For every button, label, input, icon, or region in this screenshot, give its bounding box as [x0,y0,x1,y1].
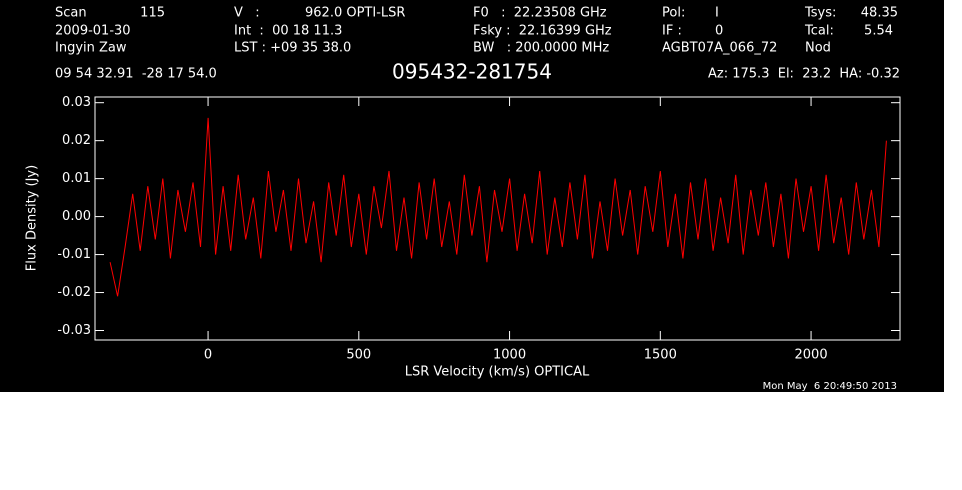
header-text: F0 : 22.23508 GHz [473,6,607,21]
header-text: Fsky : 22.16399 GHz [473,24,612,39]
plot-background [0,0,944,392]
header-text: 48.35 [861,6,898,21]
x-tick-label: 500 [346,348,371,363]
y-tick-label: -0.03 [57,323,91,338]
header-text: Int : 00 18 11.3 [234,24,342,39]
header-text: Ingyin Zaw [55,41,127,56]
header-text: Az: 175.3 El: 23.2 HA: -0.32 [708,67,900,82]
spectrum-line [109,117,887,297]
header-text: Tsys: [804,6,836,21]
x-tick-label: 1000 [493,348,526,363]
header-text: I [715,6,719,21]
x-axis-label: LSR Velocity (km/s) OPTICAL [405,365,590,380]
header-text: Nod [805,41,831,56]
chart-title: 095432-281754 [392,60,552,84]
y-tick-label: 0.02 [62,133,91,148]
header-text: 115 [140,6,165,21]
y-tick-label: 0.01 [62,171,91,186]
y-tick-label: 0.00 [62,209,91,224]
y-tick-label: -0.01 [57,247,91,262]
header-text: LST : +09 35 38.0 [234,41,351,56]
y-tick-label: 0.03 [62,95,91,110]
timestamp: Mon May 6 20:49:50 2013 [763,381,897,392]
header-text: IF : [662,24,682,39]
header-text: 09 54 32.91 -28 17 54.0 [55,67,217,82]
header-text: Pol: [662,6,685,21]
header-text: V : [234,6,260,21]
y-axis-label: Flux Density (Jy) [25,165,40,271]
header-text: 2009-01-30 [55,24,131,39]
header-text: AGBT07A_066_72 [662,41,777,56]
x-tick-label: 2000 [795,348,828,363]
header-text: 0 [715,24,723,39]
header-text: 5.54 [864,24,893,39]
x-tick-label: 0 [204,348,212,363]
header-text: 962.0 OPTI-LSR [305,6,405,21]
header-text: Tcal: [804,24,834,39]
header-text: BW : 200.0000 MHz [473,41,609,56]
plot-frame [94,96,901,341]
x-tick-label: 1500 [644,348,677,363]
header-text: Scan [55,6,87,21]
y-tick-label: -0.02 [57,285,91,300]
